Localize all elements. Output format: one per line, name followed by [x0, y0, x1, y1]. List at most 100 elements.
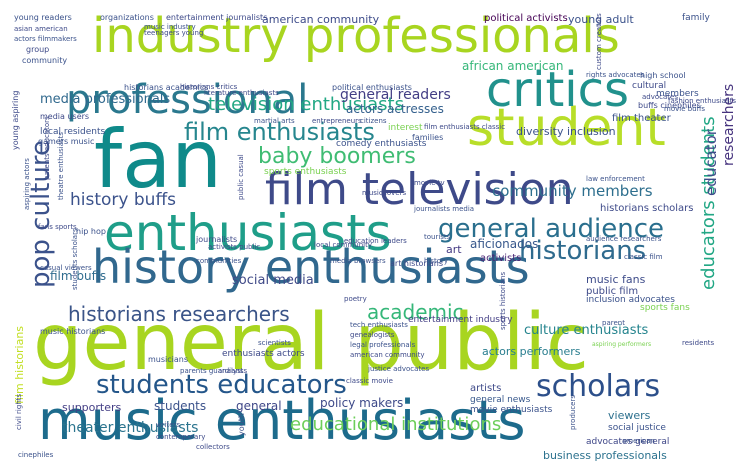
- word: historians researchers: [68, 302, 290, 326]
- word: public casual: [237, 154, 245, 200]
- word: activists public: [208, 243, 261, 251]
- word: educator: [702, 129, 720, 196]
- word: cinephiles: [18, 451, 54, 459]
- word: music lovers: [362, 189, 407, 197]
- word: advocates general: [586, 437, 670, 447]
- word: interest: [388, 123, 423, 133]
- word: sports fans: [640, 303, 690, 313]
- word: film historians: [13, 325, 26, 404]
- word: artists: [470, 383, 502, 394]
- word: historians scholars: [600, 203, 694, 214]
- word: fan: [94, 113, 222, 206]
- word: academic: [367, 300, 464, 324]
- word: actors performers: [482, 345, 581, 358]
- word: producers: [569, 394, 577, 430]
- word: entertainment journalists: [166, 13, 268, 22]
- word: political activists: [484, 13, 568, 24]
- word: students scholars: [71, 228, 79, 290]
- word: music historians: [40, 327, 106, 336]
- word: entertainment industry: [408, 315, 513, 325]
- word: aficionados: [470, 237, 539, 251]
- word: film theater: [612, 113, 671, 124]
- word: general public: [33, 298, 589, 388]
- word: comedy enthusiasts: [336, 139, 427, 149]
- word: rights advocates: [586, 71, 645, 79]
- word: american: [622, 437, 655, 445]
- word: analysts: [218, 367, 248, 375]
- word: film television: [265, 164, 574, 215]
- word: organizations: [100, 13, 154, 22]
- word: aspiring actors: [23, 158, 31, 210]
- word: writers: [156, 421, 181, 429]
- word: diversity inclusion: [516, 125, 616, 138]
- word: historians academics: [124, 83, 209, 92]
- word: american community: [350, 351, 425, 359]
- word: members: [656, 89, 699, 99]
- word: media users: [40, 112, 90, 121]
- word: movie enthusiasts: [470, 405, 553, 415]
- word: justice advocates: [368, 365, 430, 373]
- word: history buffs: [70, 190, 177, 210]
- word: local community: [314, 241, 373, 249]
- word: media browsers: [330, 257, 386, 265]
- word: viewers: [608, 409, 651, 422]
- word: art: [446, 243, 462, 256]
- word: tourists: [424, 233, 451, 241]
- word: business professionals: [543, 449, 667, 462]
- word: sports historians: [499, 271, 507, 330]
- word: industry professionals: [92, 8, 620, 64]
- word: african american: [462, 59, 564, 73]
- word: residents: [682, 339, 715, 347]
- word: tech enthusiasts: [350, 321, 408, 329]
- word: musicians: [148, 355, 189, 364]
- word: audience researchers: [586, 235, 662, 243]
- word: baby boomers: [258, 144, 416, 169]
- word: scientists: [258, 339, 291, 347]
- word: local residents: [40, 127, 106, 137]
- word: journalists media: [414, 205, 475, 213]
- word: contemporary: [156, 433, 206, 441]
- word: scholars: [536, 369, 661, 404]
- word: enthusiasts actors: [222, 349, 305, 359]
- word: critics: [486, 62, 630, 118]
- word: communities: [196, 257, 242, 265]
- word: classic movie: [346, 377, 393, 385]
- word: legal professionals: [350, 341, 416, 349]
- word: american community: [262, 13, 380, 26]
- word: custom creators: [595, 13, 603, 70]
- word: students educators: [96, 370, 347, 400]
- word: political enthusiasts: [332, 83, 412, 92]
- word: community: [22, 56, 68, 65]
- word: entrepreneurs: [312, 117, 362, 125]
- word: theater enthusiasts: [62, 420, 199, 436]
- word: professional: [66, 77, 309, 123]
- word: theatre enthusiasts: [57, 131, 65, 200]
- word: actors actresses: [346, 102, 444, 116]
- word: fashion enthusiasts: [668, 97, 737, 105]
- word: poetry: [344, 295, 367, 303]
- word: genealogists: [350, 331, 395, 339]
- word: film enthusiasts classic: [424, 123, 506, 131]
- word: young aspiring: [11, 90, 20, 150]
- word: families: [412, 133, 444, 142]
- word: television enthusiasts: [208, 94, 404, 115]
- word: general: [236, 399, 282, 413]
- word: literature enthusiasts: [204, 89, 279, 97]
- word: martial arts: [254, 117, 295, 125]
- word: public film: [586, 286, 639, 297]
- word: history enthusiasts: [92, 240, 530, 294]
- word: students: [154, 399, 207, 413]
- word: asian american: [14, 25, 68, 33]
- word: historians: [519, 236, 647, 266]
- word: aspiring performers: [592, 341, 652, 348]
- word: film buffs: [50, 269, 107, 283]
- word: media professionals: [40, 92, 171, 107]
- word: high school: [640, 71, 686, 80]
- word: education leaders: [344, 237, 407, 245]
- word: policy makers: [320, 396, 404, 410]
- word: general news: [470, 395, 531, 405]
- word: young readers: [14, 13, 72, 22]
- word: social media: [232, 273, 314, 288]
- word: music fans: [586, 273, 646, 286]
